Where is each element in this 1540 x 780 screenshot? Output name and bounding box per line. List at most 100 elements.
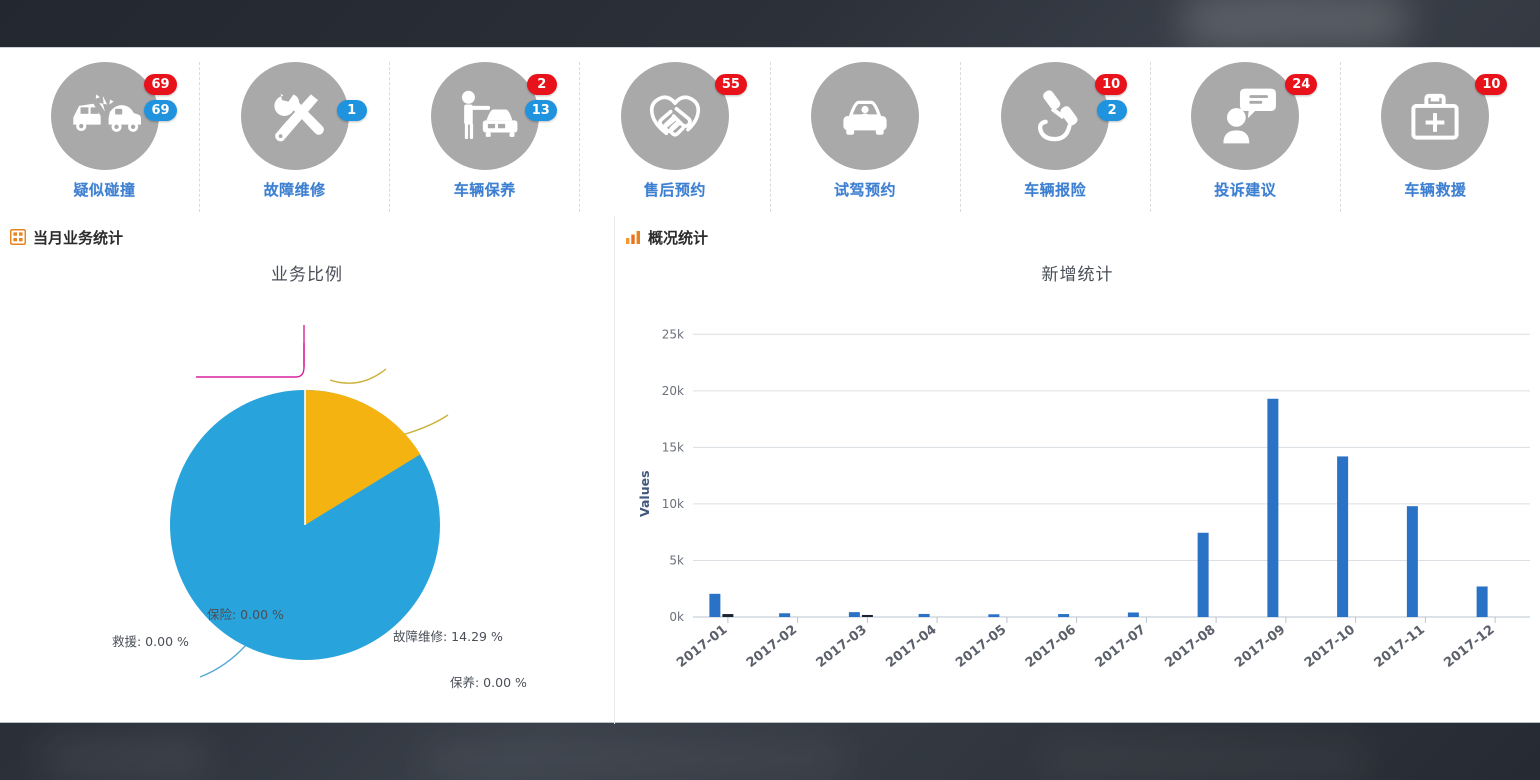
repair-leader-line xyxy=(329,368,387,384)
tile-icon-circle xyxy=(811,62,920,170)
tile-2[interactable]: 1 故障维修 xyxy=(200,62,391,212)
tile-label: 售后预约 xyxy=(643,181,706,199)
tile-label: 车辆报险 xyxy=(1024,181,1087,199)
pie-chart[interactable]: 保险: 0.00 % 救援: 0.00 % 故障维修: 14.29 % 保养: … xyxy=(0,285,615,705)
pie-label-repair: 故障维修: 14.29 % xyxy=(393,629,503,644)
tile-icon-circle: 55 xyxy=(620,62,747,170)
person-speech-icon xyxy=(1209,80,1281,152)
y-tick-label: 15k xyxy=(662,440,684,454)
monthly-business-panel: 当月业务统计 业务比例 保险: 0.00 % xyxy=(0,216,615,724)
tile-8[interactable]: 10 车辆救援 xyxy=(1341,62,1530,212)
badge-red: 10 xyxy=(1095,74,1128,95)
bar-车辆-2017-03[interactable] xyxy=(861,614,873,617)
tile-5[interactable]: 试驾预约 xyxy=(771,62,961,212)
tile-label: 试驾预约 xyxy=(834,181,897,199)
x-tick-label: 2017-09 xyxy=(1232,622,1288,671)
x-tick-label: 2017-11 xyxy=(1372,622,1428,671)
bar-客户-2017-07[interactable] xyxy=(1127,612,1139,617)
panel-title: 当月业务统计 xyxy=(33,228,124,247)
y-tick-label: 5k xyxy=(669,553,684,567)
x-tick-label: 2017-12 xyxy=(1441,622,1497,671)
tile-1[interactable]: 69 69 疑似碰撞 xyxy=(10,62,201,212)
pie-chart-title: 业务比例 xyxy=(271,265,343,285)
wrench-screwdriver-icon xyxy=(259,80,331,152)
bar-客户-2017-05[interactable] xyxy=(988,614,1000,617)
badge-blue: 2 xyxy=(1097,100,1128,121)
x-tick-label: 2017-03 xyxy=(814,622,870,671)
bar-客户-2017-03[interactable] xyxy=(848,612,860,617)
y-tick-label: 10k xyxy=(662,497,684,511)
overview-stats-panel: 概况统计 新增统计 0k 5k 10k 15k 20k 25k 2017-01 2017-02… xyxy=(615,216,1540,724)
tile-icon-circle: 69 69 xyxy=(50,62,177,170)
tile-3[interactable]: 2 13 车辆保养 xyxy=(390,62,581,212)
grid-icon xyxy=(10,229,26,245)
pie-label-maintenance: 保养: 0.00 % xyxy=(450,675,527,690)
background-blur-shape xyxy=(1040,742,1370,780)
bar-客户-2017-12[interactable] xyxy=(1476,586,1488,617)
badge-red: 24 xyxy=(1285,74,1318,95)
y-tick-label: 25k xyxy=(662,327,684,341)
badge-red: 55 xyxy=(714,74,747,95)
bar-chart-svg: 0k 5k 10k 15k 20k 25k 2017-01 2017-02 2017-03 201… xyxy=(662,327,1530,671)
panel-title: 概况统计 xyxy=(648,228,709,247)
car-driver-icon xyxy=(829,80,901,152)
bar-chart-title: 新增统计 xyxy=(1041,265,1114,285)
tile-6[interactable]: 10 2 车辆报险 xyxy=(961,62,1151,212)
badge-red: 69 xyxy=(144,74,177,95)
bar-客户-2017-10[interactable] xyxy=(1337,456,1349,617)
pie-chart-svg xyxy=(170,325,449,678)
tile-label: 投诉建议 xyxy=(1214,181,1277,199)
y-axis-label: Values xyxy=(637,470,652,517)
bar-客户-2017-11[interactable] xyxy=(1406,506,1418,617)
x-tick-label: 2017-04 xyxy=(883,622,939,671)
crash-leader-line xyxy=(199,644,247,678)
dashboard-panel: 69 69 疑似碰撞 1 故障维修 2 13 车辆保养 55 售后预约 试驾预约 10 2 车辆报险 24 投… xyxy=(0,47,1540,724)
tile-label: 疑似碰撞 xyxy=(73,181,136,199)
bar-客户-2017-08[interactable] xyxy=(1197,532,1209,617)
tile-4[interactable]: 55 售后预约 xyxy=(580,62,771,212)
x-tick-label: 2017-02 xyxy=(744,622,800,671)
monthly-business-header: 当月业务统计 xyxy=(0,216,614,248)
dashboard-content: 当月业务统计 业务比例 保险: 0.00 % xyxy=(0,216,1540,724)
badge-red: 10 xyxy=(1475,74,1508,95)
x-tick-label: 2017-10 xyxy=(1302,622,1358,671)
tile-label: 故障维修 xyxy=(263,181,326,199)
pie-label-insurance: 保险: 0.00 % xyxy=(207,607,284,622)
x-tick-label: 2017-06 xyxy=(1023,622,1079,671)
tile-label: 车辆救援 xyxy=(1404,181,1467,199)
bar-客户-2017-02[interactable] xyxy=(779,613,791,617)
tile-7[interactable]: 24 投诉建议 xyxy=(1151,62,1341,212)
tile-icon-circle: 2 13 xyxy=(430,62,557,170)
tile-icon-circle: 1 xyxy=(240,62,367,170)
car-crash-icon xyxy=(69,80,141,152)
quick-stats-tile-strip: 69 69 疑似碰撞 1 故障维修 2 13 车辆保养 55 售后预约 试驾预约 10 2 车辆报险 24 投… xyxy=(0,48,1540,216)
person-taxi-icon xyxy=(449,80,521,152)
telephone-icon xyxy=(1019,80,1091,152)
pie-label-rescue: 救援: 0.00 % xyxy=(112,634,189,649)
pie-slice-repair xyxy=(305,389,421,525)
bar-chart-icon xyxy=(626,231,640,244)
bar-客户-2017-04[interactable] xyxy=(918,613,930,617)
bar-客户-2017-09[interactable] xyxy=(1267,398,1279,617)
badge-blue: 1 xyxy=(336,100,367,121)
maint-leader-line xyxy=(401,414,449,436)
first-aid-kit-icon xyxy=(1399,80,1471,152)
x-tick-label: 2017-07 xyxy=(1093,622,1149,671)
tile-label: 车辆保养 xyxy=(453,181,516,199)
bar-车辆-2017-01[interactable] xyxy=(722,614,734,617)
background-blur-shape xyxy=(420,740,850,780)
overview-stats-header: 概况统计 xyxy=(615,216,1540,248)
x-tick-label: 2017-01 xyxy=(674,622,730,671)
handshake-icon xyxy=(639,80,711,152)
background-blur-shape xyxy=(1180,0,1410,50)
badge-blue: 69 xyxy=(144,100,177,121)
rescue-leader-line xyxy=(196,343,305,378)
tile-icon-circle: 10 xyxy=(1381,62,1508,170)
tile-icon-circle: 24 xyxy=(1191,62,1318,170)
tile-icon-circle: 10 2 xyxy=(1001,62,1128,170)
x-tick-label: 2017-05 xyxy=(953,622,1009,671)
bar-客户-2017-01[interactable] xyxy=(709,593,721,617)
bar-chart[interactable]: 0k 5k 10k 15k 20k 25k 2017-01 2017-02 2017-03 201… xyxy=(615,285,1540,705)
bar-客户-2017-06[interactable] xyxy=(1058,614,1070,617)
y-tick-label: 0k xyxy=(669,610,684,624)
